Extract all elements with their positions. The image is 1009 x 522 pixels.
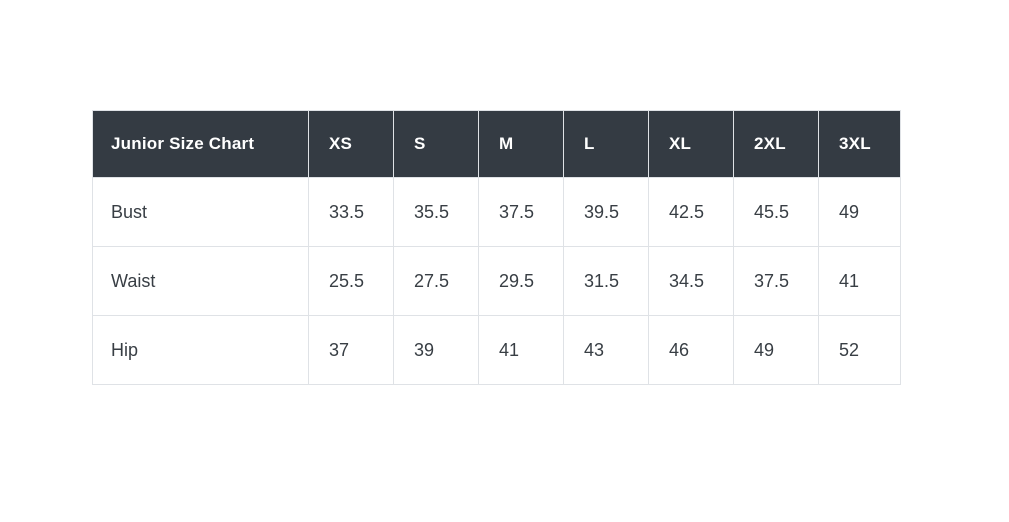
- size-value-cell: 25.5: [308, 246, 394, 316]
- size-column-header-3xl: 3XL: [818, 110, 901, 178]
- measurement-row-waist: Waist 25.5 27.5 29.5 31.5 34.5 37.5 41: [92, 246, 901, 316]
- size-value-cell: 29.5: [478, 246, 564, 316]
- size-value-cell: 46: [648, 315, 734, 385]
- chart-title-cell: Junior Size Chart: [92, 110, 309, 178]
- size-column-header-l: L: [563, 110, 649, 178]
- size-chart-container: Junior Size Chart XS S M L XL 2XL 3XL Bu…: [92, 110, 901, 385]
- measurement-row-bust: Bust 33.5 35.5 37.5 39.5 42.5 45.5 49: [92, 177, 901, 247]
- size-value-cell: 43: [563, 315, 649, 385]
- size-value-cell: 27.5: [393, 246, 479, 316]
- size-chart-table: Junior Size Chart XS S M L XL 2XL 3XL Bu…: [92, 110, 901, 385]
- size-value-cell: 31.5: [563, 246, 649, 316]
- size-value-cell: 52: [818, 315, 901, 385]
- size-value-cell: 37.5: [478, 177, 564, 247]
- size-value-cell: 39.5: [563, 177, 649, 247]
- size-value-cell: 49: [733, 315, 819, 385]
- size-value-cell: 41: [478, 315, 564, 385]
- size-value-cell: 37.5: [733, 246, 819, 316]
- size-column-header-2xl: 2XL: [733, 110, 819, 178]
- size-value-cell: 37: [308, 315, 394, 385]
- size-value-cell: 45.5: [733, 177, 819, 247]
- size-value-cell: 41: [818, 246, 901, 316]
- size-value-cell: 35.5: [393, 177, 479, 247]
- size-column-header-xl: XL: [648, 110, 734, 178]
- size-value-cell: 33.5: [308, 177, 394, 247]
- size-value-cell: 42.5: [648, 177, 734, 247]
- size-value-cell: 39: [393, 315, 479, 385]
- row-label-hip: Hip: [92, 315, 309, 385]
- row-label-waist: Waist: [92, 246, 309, 316]
- size-value-cell: 34.5: [648, 246, 734, 316]
- size-column-header-s: S: [393, 110, 479, 178]
- measurement-row-hip: Hip 37 39 41 43 46 49 52: [92, 315, 901, 385]
- table-header-row: Junior Size Chart XS S M L XL 2XL 3XL: [92, 110, 901, 178]
- size-column-header-m: M: [478, 110, 564, 178]
- row-label-bust: Bust: [92, 177, 309, 247]
- size-column-header-xs: XS: [308, 110, 394, 178]
- size-value-cell: 49: [818, 177, 901, 247]
